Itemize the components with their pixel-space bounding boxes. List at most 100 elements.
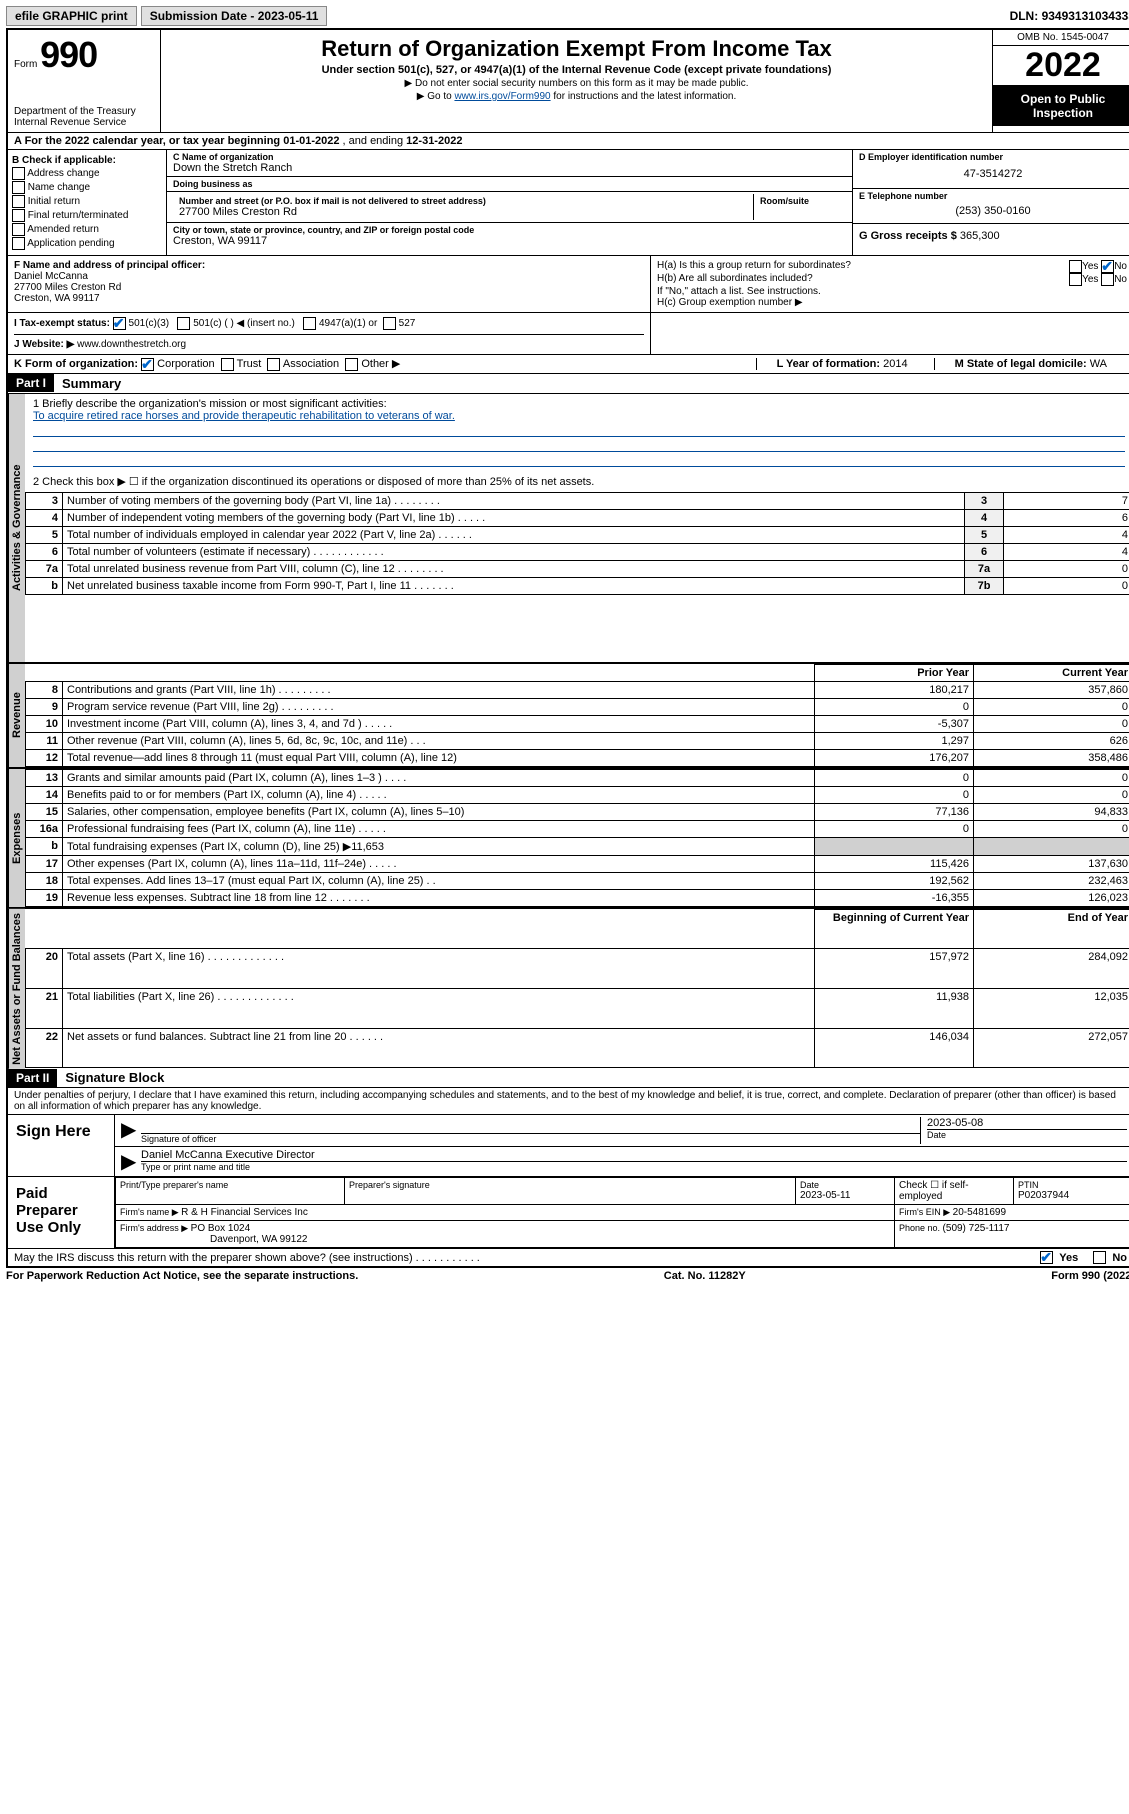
rv-2-py: -5,307 xyxy=(815,715,974,732)
cb-mayirs-no[interactable] xyxy=(1093,1251,1106,1264)
ex-7-py: -16,355 xyxy=(815,889,974,906)
part1-title: Summary xyxy=(54,374,129,393)
ptin-val: P02037944 xyxy=(1018,1190,1128,1201)
cb-mayirs-yes[interactable] xyxy=(1040,1251,1053,1264)
rv-0-n: 8 xyxy=(26,681,63,698)
field-ein: D Employer identification number 47-3514… xyxy=(853,150,1129,189)
header-left: Form 990 Department of the Treasury Inte… xyxy=(8,30,161,132)
row-a-end: 12-31-2022 xyxy=(406,135,462,147)
hb-yes: Yes xyxy=(1082,274,1098,285)
cb-501c[interactable] xyxy=(177,317,190,330)
rv-1-t: Program service revenue (Part VIII, line… xyxy=(63,698,815,715)
as-2-py: 146,034 xyxy=(815,1028,974,1068)
firm-addr2: Davenport, WA 99122 xyxy=(210,1234,307,1245)
prep-date-val: 2023-05-11 xyxy=(800,1190,890,1201)
form-prefix: Form xyxy=(14,59,37,70)
col-c-top: C Name of organization Down the Stretch … xyxy=(167,150,1129,255)
part1-header: Part I Summary xyxy=(8,374,1129,394)
c-name-val: Down the Stretch Ranch xyxy=(173,162,846,174)
form-header: Form 990 Department of the Treasury Inte… xyxy=(8,30,1129,133)
efile-print-button[interactable]: efile GRAPHIC print xyxy=(6,6,137,26)
cb-ha-no[interactable] xyxy=(1101,260,1114,273)
cb-hb-yes[interactable] xyxy=(1069,273,1082,286)
ex-7-cy: 126,023 xyxy=(974,889,1129,906)
mission-line-3 xyxy=(33,452,1125,467)
cb-amended-return[interactable] xyxy=(12,223,25,236)
sig-officer-block: Signature of officer xyxy=(141,1117,920,1144)
part2-title: Signature Block xyxy=(57,1068,172,1087)
hdr-boy: Beginning of Current Year xyxy=(815,909,974,949)
i-opt-1: 501(c) ( ) ◀ (insert no.) xyxy=(193,318,295,329)
cb-ha-yes[interactable] xyxy=(1069,260,1082,273)
ex-1-py: 0 xyxy=(815,786,974,803)
k-opt-3: Other ▶ xyxy=(361,358,400,370)
as-0-py: 157,972 xyxy=(815,949,974,989)
gr-4-b: 7a xyxy=(965,560,1004,577)
cb-527[interactable] xyxy=(383,317,396,330)
cb-corp[interactable] xyxy=(141,358,154,371)
ex-5-cy: 137,630 xyxy=(974,855,1129,872)
b-opt-4: Amended return xyxy=(27,224,99,235)
sig-officer-space xyxy=(141,1117,920,1133)
cb-address-change[interactable] xyxy=(12,167,25,180)
cb-application-pending[interactable] xyxy=(12,237,25,250)
cb-501c3[interactable] xyxy=(113,317,126,330)
b-opt-0: Address change xyxy=(27,168,99,179)
hdr-cy: Current Year xyxy=(974,664,1129,681)
cb-4947[interactable] xyxy=(303,317,316,330)
l-val: 2014 xyxy=(883,358,907,370)
as-0-t: Total assets (Part X, line 16) . . . . .… xyxy=(63,949,815,989)
dept-treasury: Department of the Treasury xyxy=(14,106,154,117)
b-label: B Check if applicable: xyxy=(12,155,116,166)
gr-4-v: 0 xyxy=(1004,560,1129,577)
q1-val: To acquire retired race horses and provi… xyxy=(33,410,1125,422)
d-val: 47-3514272 xyxy=(859,162,1127,186)
part2-header: Part II Signature Block xyxy=(8,1068,1129,1088)
self-emp-cell: Check ☐ if self-employed xyxy=(895,1178,1014,1205)
m-label: M State of legal domicile: xyxy=(955,358,1090,370)
rv-4-py: 176,207 xyxy=(815,749,974,766)
q2-label: 2 Check this box ▶ ☐ if the organization… xyxy=(25,471,1129,492)
c-street-val: 27700 Miles Creston Rd xyxy=(179,206,747,218)
f-street: 27700 Miles Creston Rd xyxy=(14,282,121,293)
rv-2-n: 10 xyxy=(26,715,63,732)
hdr-py: Prior Year xyxy=(815,664,974,681)
gr-3-v: 4 xyxy=(1004,543,1129,560)
as-hn xyxy=(26,909,63,949)
e-label: E Telephone number xyxy=(859,191,1127,201)
governance-content: 1 Briefly describe the organization's mi… xyxy=(25,394,1129,662)
revenue-table: Prior YearCurrent Year 8Contributions an… xyxy=(25,664,1129,767)
sig-date-val: 2023-05-08 xyxy=(927,1117,1127,1129)
ex-5-py: 115,426 xyxy=(815,855,974,872)
header-right: OMB No. 1545-0047 2022 Open to Public In… xyxy=(992,30,1129,132)
firm-ein-label: Firm's EIN ▶ xyxy=(899,1207,953,1217)
ex-0-py: 0 xyxy=(815,769,974,786)
note-ssn: ▶ Do not enter social security numbers o… xyxy=(167,78,986,89)
col-c: C Name of organization Down the Stretch … xyxy=(167,150,1129,255)
irs-label: Internal Revenue Service xyxy=(14,117,154,128)
ex-3-t: Professional fundraising fees (Part IX, … xyxy=(63,820,815,837)
gr-5-v: 0 xyxy=(1004,577,1129,594)
cb-name-change[interactable] xyxy=(12,181,25,194)
sig-date-label: Date xyxy=(927,1129,1127,1140)
mayirs-yes: Yes xyxy=(1059,1252,1078,1264)
irs-gov-link[interactable]: www.irs.gov/Form990 xyxy=(454,91,550,102)
cb-final-return[interactable] xyxy=(12,209,25,222)
ex-3-cy: 0 xyxy=(974,820,1129,837)
row-a-begin: 01-01-2022 xyxy=(283,135,339,147)
cb-hb-no[interactable] xyxy=(1101,273,1114,286)
officer-name-block: Daniel McCanna Executive Director Type o… xyxy=(141,1149,1127,1174)
vtab-assets: Net Assets or Fund Balances xyxy=(8,909,25,1069)
dln-value: 93493131034333 xyxy=(1042,9,1129,23)
cb-assoc[interactable] xyxy=(267,358,280,371)
ptin-label: PTIN xyxy=(1018,1180,1128,1190)
ex-4-t: Total fundraising expenses (Part IX, col… xyxy=(63,837,815,855)
ex-2-cy: 94,833 xyxy=(974,803,1129,820)
gr-3-t: Total number of volunteers (estimate if … xyxy=(63,543,965,560)
ex-0-n: 13 xyxy=(26,769,63,786)
sign-here-label: Sign Here xyxy=(8,1115,115,1176)
cb-trust[interactable] xyxy=(221,358,234,371)
mission-line-2 xyxy=(33,437,1125,452)
cb-initial-return[interactable] xyxy=(12,195,25,208)
cb-other[interactable] xyxy=(345,358,358,371)
